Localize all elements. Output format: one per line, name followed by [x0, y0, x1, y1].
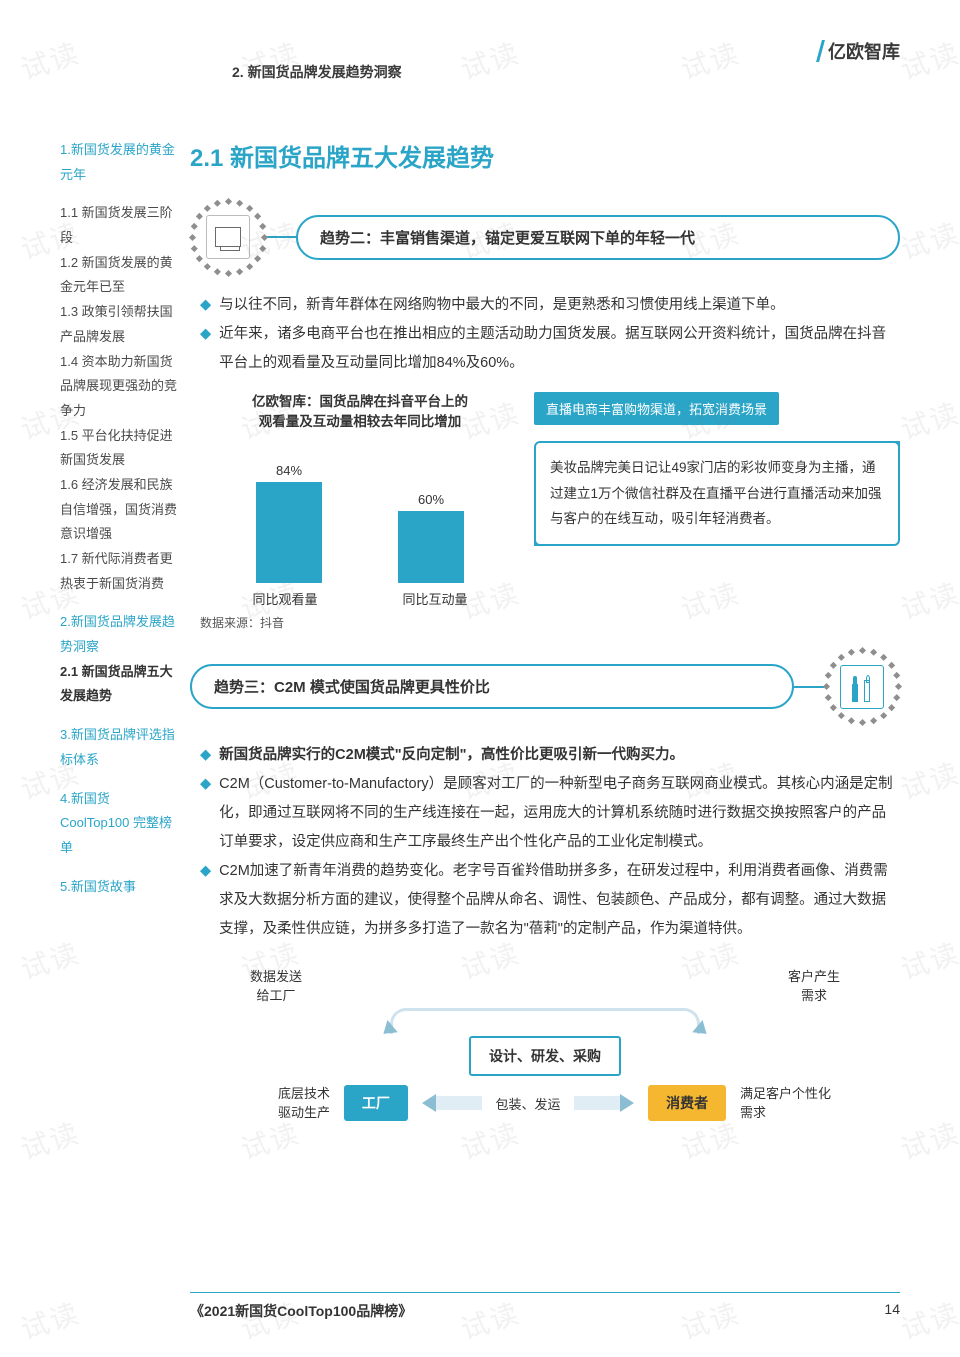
logo-bar — [816, 40, 825, 62]
bullet-text: 近年来，诸多电商平台也在推出相应的主题活动助力国货发展。据互联网公开资料统计，国… — [219, 320, 900, 378]
sidebar: 1.新国货发展的黄金元年 1.1 新国货发展三阶段 1.2 新国货发展的黄金元年… — [60, 138, 180, 899]
flow-factory-node: 工厂 — [344, 1085, 408, 1121]
page-title: 2.1 新国货品牌五大发展趋势 — [190, 138, 900, 173]
connector-line — [794, 686, 824, 688]
footer: 《2021新国货CoolTop100品牌榜》 14 — [190, 1292, 900, 1321]
flow-top-labels: 数据发送 给工厂 客户产生 需求 — [220, 966, 870, 1004]
flow-consumer-node: 消费者 — [648, 1085, 726, 1121]
trend3-header: 趋势三：C2M 模式使国货品牌更具性价比 — [190, 649, 900, 725]
flow-bottom-right: 满足客户个性化 需求 — [740, 1084, 870, 1123]
footer-title: 《2021新国货CoolTop100品牌榜》 — [190, 1301, 412, 1321]
flow-center-node: 设计、研发、采购 — [469, 1036, 621, 1076]
bullet-icon: ◆ — [200, 741, 211, 770]
connector-line — [266, 236, 296, 238]
flow-top-right: 客户产生 需求 — [788, 966, 840, 1004]
bar-chart: 亿欧智库：国货品牌在抖音平台上的观看量及互动量相较去年同比增加 84%60% 同… — [200, 392, 520, 631]
trend2-header: 趋势二：丰富销售渠道，锚定更爱互联网下单的年轻一代 — [190, 199, 900, 275]
trend2-label: 趋势二：丰富销售渠道，锚定更爱互联网下单的年轻一代 — [296, 215, 900, 260]
sidebar-item[interactable]: 1.1 新国货发展三阶段 — [60, 201, 180, 250]
bullet-text: 新国货品牌实行的C2M模式"反向定制"，高性价比更吸引新一代购买力。 — [219, 741, 684, 770]
flow-arc — [390, 1008, 700, 1042]
page: 亿欧智库 2. 新国货品牌发展趋势洞察 1.新国货发展的黄金元年 1.1 新国货… — [0, 0, 960, 1357]
lipstick-badge — [824, 649, 900, 725]
arrow-right-icon — [620, 1094, 634, 1112]
sidebar-sec1-title[interactable]: 1.新国货发展的黄金元年 — [60, 138, 180, 187]
sidebar-item[interactable]: 1.5 平台化扶持促进新国货发展 — [60, 424, 180, 473]
sidebar-item[interactable]: 1.4 资本助力新国货品牌展现更强劲的竞争力 — [60, 350, 180, 424]
flow-top-left: 数据发送 给工厂 — [250, 966, 302, 1004]
computer-badge — [190, 199, 266, 275]
live-header: 直播电商丰富购物渠道，拓宽消费场景 — [534, 392, 779, 425]
live-panel: 直播电商丰富购物渠道，拓宽消费场景 美妆品牌完美日记让49家门店的彩妆师变身为主… — [520, 392, 900, 631]
flow-lower-row: 底层技术 驱动生产 工厂 包装、发运 消费者 满足客户个性化 需求 — [220, 1084, 870, 1123]
flow-diagram: 数据发送 给工厂 客户产生 需求 设计、研发、采购 底层技术 驱动生产 工厂 包… — [190, 966, 900, 1123]
bar-x-labels: 同比观看量同比互动量 — [200, 589, 520, 608]
bullet-icon: ◆ — [200, 857, 211, 944]
chart-title: 亿欧智库：国货品牌在抖音平台上的观看量及互动量相较去年同比增加 — [200, 392, 520, 433]
bullet-text: 与以往不同，新青年群体在网络购物中最大的不同，是更熟悉和习惯使用线上渠道下单。 — [219, 291, 785, 320]
bullet-icon: ◆ — [200, 320, 211, 378]
sidebar-sec2-title[interactable]: 2.新国货品牌发展趋势洞察 — [60, 610, 180, 659]
bullet-text: C2M（Customer-to-Manufactory）是顾客对工厂的一种新型电… — [219, 770, 900, 857]
bullet-text: C2M加速了新青年消费的趋势变化。老字号百雀羚借助拼多多，在研发过程中，利用消费… — [219, 857, 900, 944]
logo-text: 亿欧智库 — [828, 38, 900, 64]
sidebar-sec4-title[interactable]: 4.新国货 CoolTop100 完整榜单 — [60, 787, 180, 861]
sidebar-item[interactable]: 1.3 政策引领帮扶国产品牌发展 — [60, 300, 180, 349]
flow-mid-label: 包装、发运 — [495, 1094, 560, 1113]
brand-logo: 亿欧智库 — [819, 38, 900, 64]
trend3-body: ◆新国货品牌实行的C2M模式"反向定制"，高性价比更吸引新一代购买力。 ◆C2M… — [190, 741, 900, 944]
live-body: 美妆品牌完美日记让49家门店的彩妆师变身为主播，通过建立1万个微信社群及在直播平… — [534, 441, 900, 546]
sidebar-sec3-title[interactable]: 3.新国货品牌评选指标体系 — [60, 723, 180, 772]
breadcrumb: 2. 新国货品牌发展趋势洞察 — [232, 62, 402, 82]
sidebar-item[interactable]: 1.6 经济发展和民族自信增强，国货消费意识增强 — [60, 473, 180, 547]
bars: 84%60% — [200, 443, 520, 583]
trend3-label: 趋势三：C2M 模式使国货品牌更具性价比 — [190, 664, 794, 709]
bullet-icon: ◆ — [200, 770, 211, 857]
sidebar-item[interactable]: 1.7 新代际消费者更热衷于新国货消费 — [60, 547, 180, 596]
main-content: 2.1 新国货品牌五大发展趋势 趋势二：丰富销售渠道，锚定更爱互联网下单的年轻一… — [190, 138, 900, 1123]
arrow-left-icon — [422, 1094, 436, 1112]
sidebar-item[interactable]: 1.2 新国货发展的黄金元年已至 — [60, 251, 180, 300]
sidebar-item-active[interactable]: 2.1 新国货品牌五大发展趋势 — [60, 660, 180, 709]
sidebar-sec5-title[interactable]: 5.新国货故事 — [60, 875, 180, 900]
bullet-icon: ◆ — [200, 291, 211, 320]
trend2-body: ◆ 与以往不同，新青年群体在网络购物中最大的不同，是更熟悉和习惯使用线上渠道下单。… — [190, 291, 900, 378]
flow-bottom-left: 底层技术 驱动生产 — [220, 1084, 330, 1123]
chart-and-side: 亿欧智库：国货品牌在抖音平台上的观看量及互动量相较去年同比增加 84%60% 同… — [200, 392, 900, 631]
page-number: 14 — [884, 1301, 900, 1321]
data-source: 数据来源：抖音 — [200, 614, 520, 631]
